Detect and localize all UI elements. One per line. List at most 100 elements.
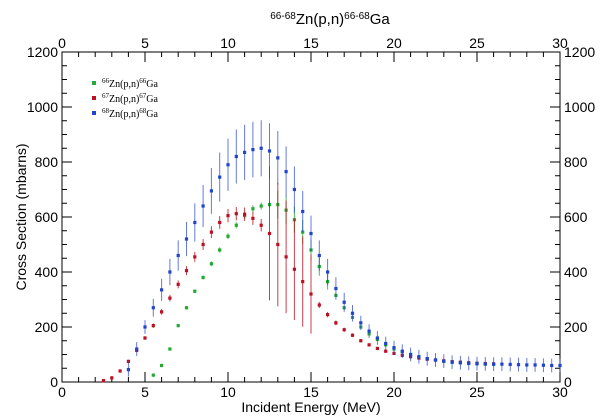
right-tick-label: 200 (564, 319, 588, 335)
data-point (259, 146, 263, 150)
data-point (151, 306, 155, 310)
x-axis-label: Incident Energy (MeV) (241, 399, 380, 415)
data-point (184, 269, 189, 273)
data-point (251, 207, 255, 211)
series-3 (126, 120, 562, 377)
data-point (209, 189, 213, 193)
top-tick-label: 20 (386, 35, 402, 51)
data-point (201, 275, 205, 280)
data-point (234, 154, 238, 159)
y-tick-label: 1200 (27, 44, 58, 60)
data-point (193, 255, 197, 259)
data-point (176, 282, 180, 286)
top-tick-label: 25 (469, 35, 485, 51)
y-tick-label: 200 (35, 319, 59, 335)
data-point (384, 341, 388, 346)
data-point (309, 231, 313, 236)
data-point (209, 230, 213, 234)
top-tick-label: 10 (220, 35, 236, 51)
right-tick-label: 1200 (564, 44, 595, 60)
data-point (168, 270, 172, 274)
data-point (143, 325, 147, 329)
data-point (267, 231, 272, 236)
data-point (342, 300, 346, 304)
data-point (234, 212, 238, 216)
data-point (126, 359, 130, 363)
data-point (218, 220, 222, 225)
data-point (433, 358, 438, 362)
x-tick-label: 10 (220, 384, 236, 400)
data-point (409, 352, 413, 357)
legend: 66Zn(p,n)66Ga 67Zn(p,n)67Ga 68Zn(p,n)68Ga (92, 77, 159, 120)
data-point (218, 175, 222, 179)
data-point (334, 321, 338, 325)
data-point (168, 296, 172, 300)
right-tick-label: 0 (564, 374, 572, 390)
legend-marker (92, 111, 96, 115)
legend-marker (92, 96, 96, 100)
data-point (334, 286, 338, 291)
data-point (292, 187, 296, 192)
data-point (342, 328, 346, 332)
data-point (201, 204, 205, 208)
data-point (301, 280, 305, 284)
data-point (309, 292, 313, 296)
data-point (326, 313, 330, 317)
data-point (467, 361, 471, 365)
y-axis-label: Cross Section (mbarns) (13, 143, 29, 290)
data-point (101, 379, 106, 383)
data-point (209, 262, 213, 266)
data-point (375, 346, 379, 351)
data-point (550, 363, 554, 368)
data-point (475, 361, 479, 366)
data-point (160, 310, 164, 314)
data-point (184, 306, 189, 310)
data-point (500, 362, 504, 366)
data-point (259, 223, 263, 227)
right-tick-label: 600 (564, 209, 588, 225)
data-point (292, 267, 296, 271)
x-tick-label: 20 (386, 384, 402, 400)
data-point (193, 220, 197, 225)
data-point (226, 214, 230, 218)
data-point (392, 346, 396, 350)
data-series (101, 120, 562, 383)
data-point (350, 311, 355, 315)
data-point (126, 368, 130, 372)
data-point (118, 369, 122, 373)
data-point (151, 373, 155, 377)
data-point (176, 324, 180, 328)
data-point (516, 363, 521, 367)
data-point (367, 343, 371, 347)
data-point (359, 339, 363, 343)
data-point (259, 204, 263, 208)
legend-entry: 67Zn(p,n)67Ga (102, 92, 159, 105)
top-tick-label: 15 (303, 35, 319, 51)
data-point (226, 234, 230, 238)
data-point (558, 363, 562, 368)
data-point (384, 349, 388, 353)
x-tick-label: 30 (552, 384, 568, 400)
data-point (425, 357, 429, 361)
right-tick-label: 800 (564, 154, 588, 170)
data-point (110, 376, 114, 380)
data-point (458, 361, 462, 365)
data-point (533, 363, 537, 367)
data-point (400, 349, 404, 353)
data-point (359, 321, 363, 325)
data-point (317, 253, 321, 258)
x-tick-label: 5 (141, 384, 149, 400)
top-tick-label: 0 (58, 35, 66, 51)
data-point (450, 360, 454, 364)
data-point (367, 329, 371, 333)
data-point (276, 242, 280, 247)
data-point (326, 270, 330, 274)
data-point (234, 223, 238, 227)
data-point (226, 163, 230, 167)
data-point (525, 363, 529, 367)
y-tick-label: 1000 (27, 99, 58, 115)
x-tick-label: 25 (469, 384, 485, 400)
data-point (160, 288, 164, 292)
data-point (541, 363, 545, 367)
